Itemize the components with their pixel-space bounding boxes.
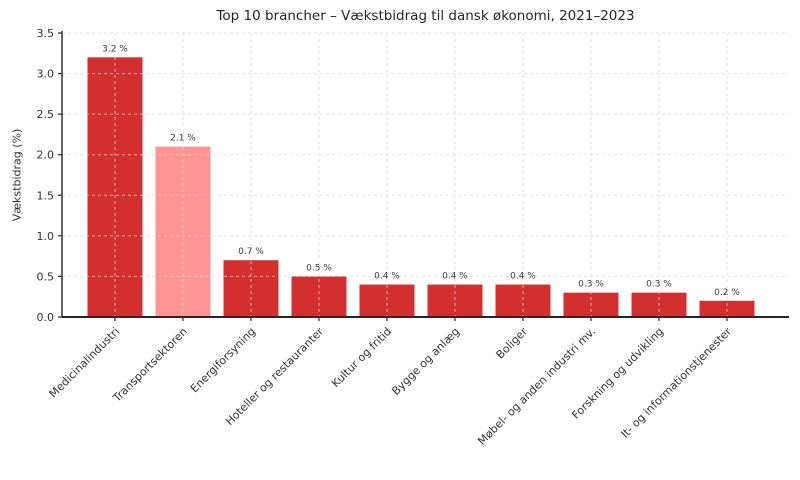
x-tick-label: Møbel- og anden industri mv. bbox=[475, 325, 598, 448]
bar-value-label: 0.2 % bbox=[714, 288, 740, 298]
bar-value-label: 0.4 % bbox=[510, 272, 536, 282]
bar-value-label: 0.5 % bbox=[306, 263, 332, 273]
x-tick-label: Medicinalindustri bbox=[47, 325, 123, 401]
bar bbox=[87, 57, 143, 317]
bar bbox=[359, 284, 415, 317]
bar bbox=[427, 284, 483, 317]
bar-value-label: 0.7 % bbox=[238, 247, 264, 257]
x-tick-label: Transportsektoren bbox=[110, 325, 190, 405]
bar-value-label: 0.3 % bbox=[646, 280, 672, 290]
bar-value-label: 0.3 % bbox=[578, 280, 604, 290]
y-tick-label: 3.0 bbox=[37, 68, 55, 81]
bar bbox=[495, 284, 551, 317]
bar-value-label: 0.4 % bbox=[442, 272, 468, 282]
x-tick-label: Kultur og fritid bbox=[329, 325, 394, 390]
x-tick-label: Bygge og anlæg bbox=[389, 325, 462, 398]
bar-value-label: 0.4 % bbox=[374, 272, 400, 282]
y-tick-label: 2.5 bbox=[37, 108, 55, 121]
bar bbox=[699, 300, 755, 317]
x-tick-label: Energiforsyning bbox=[188, 325, 258, 395]
bar-value-label: 3.2 % bbox=[102, 44, 128, 54]
chart-title: Top 10 brancher – Vækstbidrag til dansk … bbox=[216, 8, 635, 24]
y-tick-label: 1.0 bbox=[37, 230, 55, 243]
bar-value-label: 2.1 % bbox=[170, 134, 196, 144]
y-tick-label: 2.0 bbox=[37, 149, 55, 162]
y-tick-label: 0.5 bbox=[37, 270, 55, 283]
y-tick-label: 0.0 bbox=[37, 311, 55, 324]
x-tick-label: Boliger bbox=[494, 325, 531, 362]
x-tick-label: It- og informationstjenester bbox=[618, 325, 734, 441]
y-axis-label: Vækstbidrag (%) bbox=[10, 128, 24, 222]
y-tick-label: 1.5 bbox=[37, 189, 55, 202]
y-tick-label: 3.5 bbox=[37, 27, 55, 40]
